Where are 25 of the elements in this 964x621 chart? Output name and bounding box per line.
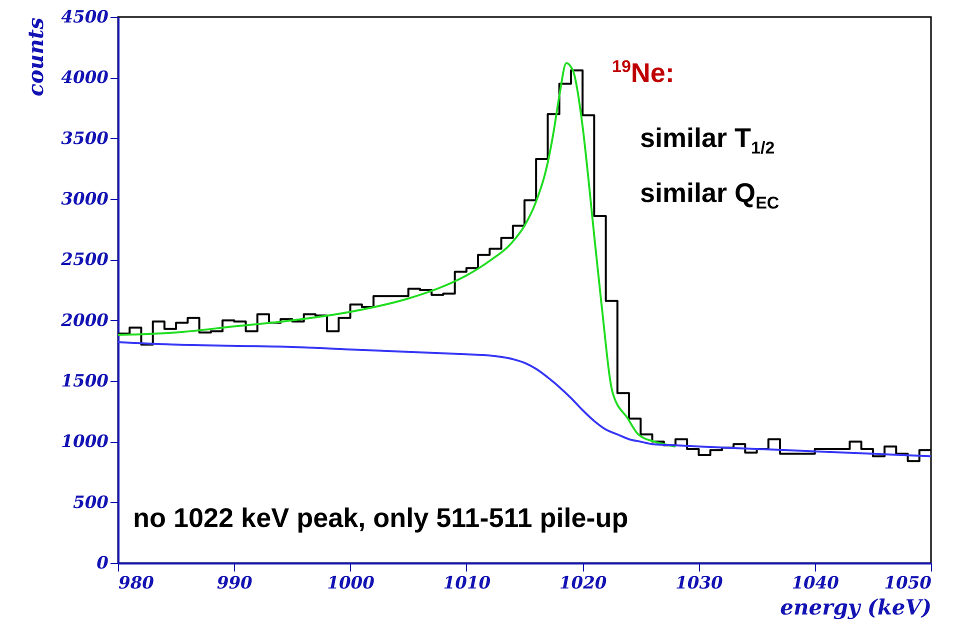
y-tick-label: 2500 — [60, 250, 109, 270]
annotation: similar Q$_{EC}$ — [640, 178, 780, 212]
y-tick-label: 1500 — [61, 372, 109, 392]
x-tick-label: 990 — [216, 574, 253, 594]
y-tick-label: 0 — [96, 554, 109, 574]
annotation: $^{19}$Ne: — [612, 57, 674, 88]
y-tick-label: 1000 — [61, 432, 109, 452]
y-tick-label: 4500 — [61, 8, 109, 28]
line-series — [117, 341, 932, 458]
x-tick-label: 1040 — [792, 574, 840, 594]
annotation: no 1022 keV peak, only 511-511 pile-up — [133, 503, 628, 533]
x-tick-label: 1030 — [676, 574, 724, 594]
y-tick-label: 2000 — [60, 310, 109, 331]
x-axis-title: energy (keV) — [780, 594, 932, 620]
y-tick-label: 4000 — [61, 68, 109, 88]
x-tick-label: 1000 — [327, 574, 375, 594]
x-tick-label: 1020 — [559, 574, 607, 594]
x-tick-label: 980 — [118, 574, 154, 594]
y-tick-label: 3500 — [61, 128, 109, 149]
annotation: similar T$_{1/2}$ — [640, 123, 775, 158]
y-tick-label: 3000 — [61, 190, 109, 210]
y-axis-title: counts — [23, 17, 48, 96]
x-tick-label: 1050 — [884, 574, 932, 594]
x-tick-label: 1010 — [443, 574, 491, 594]
y-tick-label: 500 — [73, 492, 109, 513]
